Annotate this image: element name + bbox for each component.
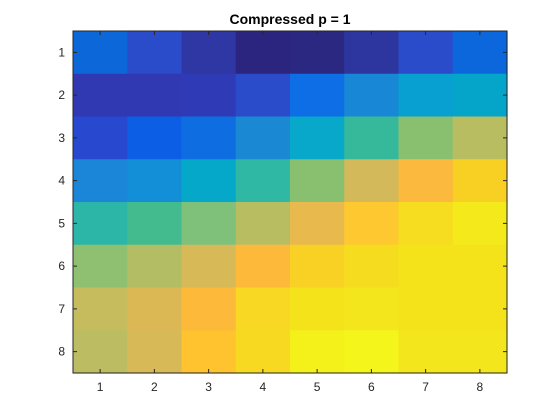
heatmap-cell-r3-c7	[398, 116, 454, 160]
heatmap-cell-r5-c2	[127, 202, 183, 246]
heatmap-cell-r6-c1	[73, 244, 128, 289]
heatmap-cell-r1-c7	[398, 31, 454, 75]
heatmap-cell-r4-c2	[127, 159, 183, 203]
heatmap-cell-r4-c7	[398, 159, 454, 203]
heatmap-cell-r1-c5	[290, 31, 345, 75]
heatmap-cell-r2-c7	[398, 73, 454, 118]
y-tick-label-8: 8	[58, 345, 65, 359]
heatmap-cell-r7-c2	[127, 287, 183, 331]
heatmap-cell-r3-c4	[235, 116, 291, 160]
x-tick-label-3: 3	[205, 380, 212, 394]
heatmap-cell-r3-c1	[73, 116, 128, 160]
heatmap-cell-r6-c4	[235, 244, 291, 289]
heatmap-cell-r5-c1	[73, 202, 128, 246]
heatmap-cell-r2-c8	[452, 73, 508, 118]
heatmap-cell-r5-c7	[398, 202, 454, 246]
x-tick-label-4: 4	[260, 380, 267, 394]
heatmap-cell-r8-c2	[127, 330, 183, 374]
heatmap-cell-r2-c6	[344, 73, 400, 118]
x-tick-label-8: 8	[477, 380, 484, 394]
heatmap-cell-r8-c7	[398, 330, 454, 374]
heatmap-cell-r7-c7	[398, 287, 454, 331]
heatmap-cell-r2-c5	[290, 73, 345, 118]
heatmap-cell-r4-c4	[235, 159, 291, 203]
heatmap-cell-r8-c6	[344, 330, 400, 374]
heatmap-cell-r3-c2	[127, 116, 183, 160]
axes-box	[72, 30, 508, 374]
x-tick-label-1: 1	[97, 380, 104, 394]
heatmap-cell-r6-c5	[290, 244, 345, 289]
y-tick-label-3: 3	[58, 131, 65, 145]
heatmap-cell-r6-c7	[398, 244, 454, 289]
heatmap-cell-r7-c8	[452, 287, 508, 331]
heatmap-cell-r1-c2	[127, 31, 183, 75]
heatmap-cell-r4-c1	[73, 159, 128, 203]
heatmap-cell-r2-c1	[73, 73, 128, 118]
heatmap-cell-r5-c8	[452, 202, 508, 246]
heatmap-cell-r2-c2	[127, 73, 183, 118]
heatmap-cell-r6-c6	[344, 244, 400, 289]
heatmap-cells	[73, 31, 508, 374]
heatmap-cell-r4-c5	[290, 159, 345, 203]
heatmap-cell-r7-c5	[290, 287, 345, 331]
heatmap-cell-r5-c5	[290, 202, 345, 246]
heatmap-cell-r4-c3	[181, 159, 237, 203]
heatmap-cell-r8-c4	[235, 330, 291, 374]
heatmap-cell-r2-c3	[181, 73, 237, 118]
heatmap-cell-r3-c8	[452, 116, 508, 160]
heatmap-cell-r7-c4	[235, 287, 291, 331]
heatmap-cell-r8-c5	[290, 330, 345, 374]
y-tick-label-6: 6	[58, 259, 65, 273]
heatmap-cell-r4-c8	[452, 159, 508, 203]
heatmap-cell-r5-c4	[235, 202, 291, 246]
heatmap-cell-r5-c3	[181, 202, 237, 246]
heatmap-cell-r1-c4	[235, 31, 291, 75]
y-tick-label-7: 7	[58, 302, 65, 316]
heatmap-cell-r7-c6	[344, 287, 400, 331]
x-axis-ticks: 1 2 3 4 5 6 7 8	[97, 31, 484, 394]
heatmap-cell-r2-c4	[235, 73, 291, 118]
heatmap-cell-r7-c3	[181, 287, 237, 331]
heatmap-cell-r3-c5	[290, 116, 345, 160]
y-tick-label-5: 5	[58, 216, 65, 230]
heatmap-cell-r4-c6	[344, 159, 400, 203]
y-tick-label-2: 2	[58, 88, 65, 102]
x-tick-label-6: 6	[368, 380, 375, 394]
heatmap-cell-r1-c6	[344, 31, 400, 75]
heatmap-cell-r7-c1	[73, 287, 128, 331]
x-tick-label-2: 2	[151, 380, 158, 394]
y-axis-ticks: 1 2 3 4 5 6 7 8	[58, 45, 507, 359]
y-tick-label-1: 1	[58, 45, 65, 59]
heatmap-cell-r6-c8	[452, 244, 508, 289]
heatmap-cell-r6-c2	[127, 244, 183, 289]
y-tick-label-4: 4	[58, 174, 65, 188]
heatmap-cell-r3-c6	[344, 116, 400, 160]
x-tick-label-5: 5	[314, 380, 321, 394]
heatmap-cell-r8-c3	[181, 330, 237, 374]
heatmap-cell-r1-c8	[452, 31, 508, 75]
heatmap-cell-r1-c1	[73, 31, 128, 75]
heatmap-cell-r1-c3	[181, 31, 237, 75]
heatmap-cell-r8-c8	[452, 330, 508, 374]
heatmap-cell-r8-c1	[73, 330, 128, 374]
heatmap-cell-r3-c3	[181, 116, 237, 160]
chart-title: Compressed p = 1	[230, 11, 351, 27]
x-tick-label-7: 7	[422, 380, 429, 394]
heatmap-cell-r6-c3	[181, 244, 237, 289]
heatmap-cell-r5-c6	[344, 202, 400, 246]
